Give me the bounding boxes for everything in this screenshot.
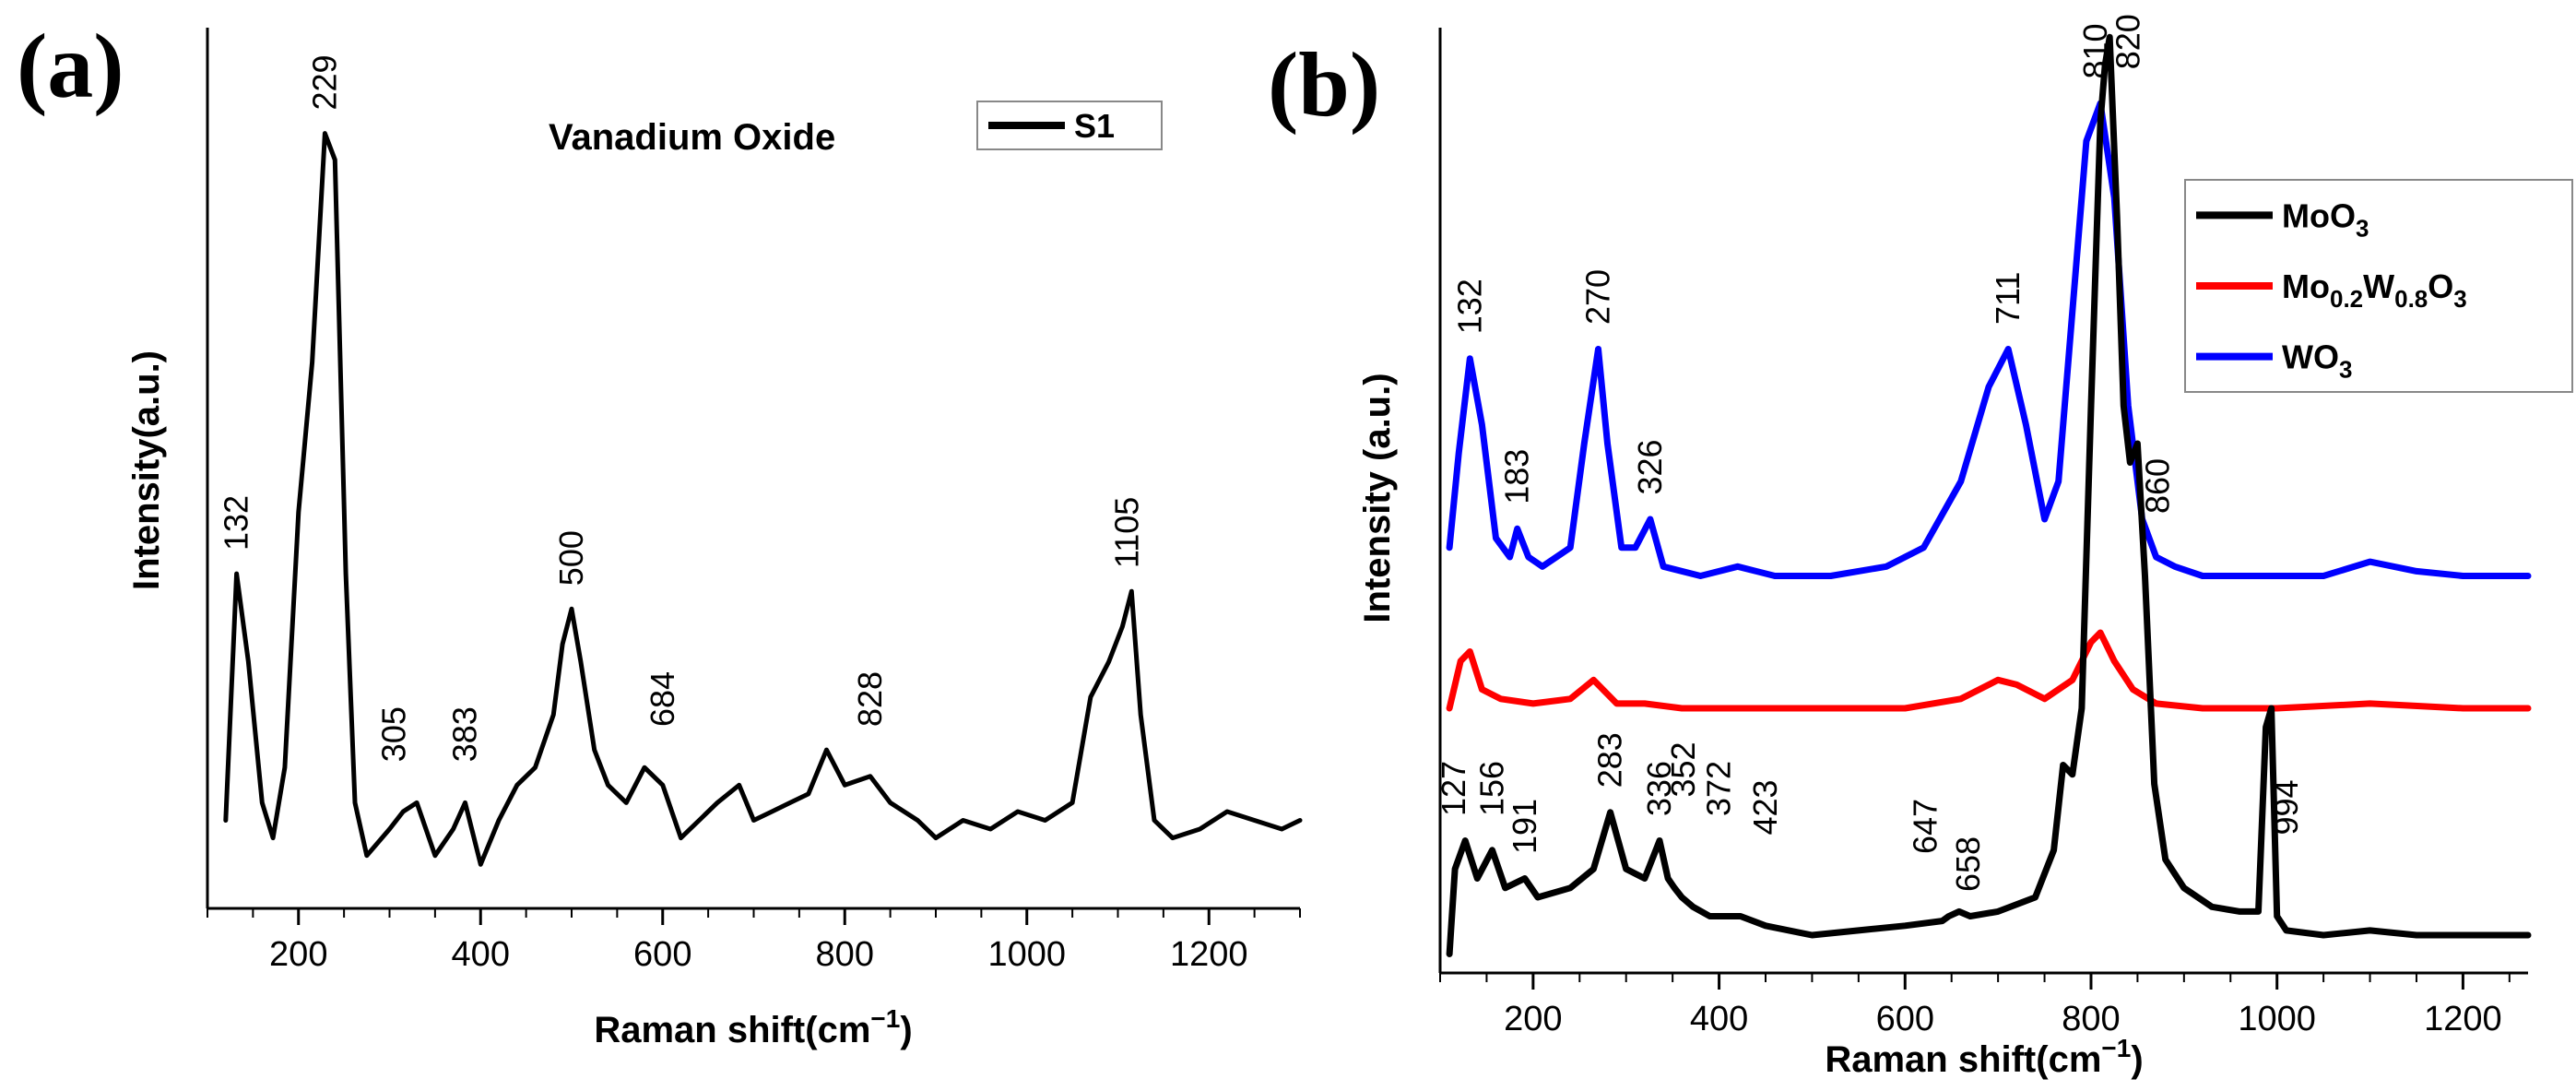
x-axis-label-main: Raman shift(cm xyxy=(1825,1039,2101,1080)
panel-a-letter: (a) xyxy=(17,15,124,117)
panel-a-peak-label: 383 xyxy=(445,706,483,762)
legend-label-subscript: 3 xyxy=(2356,214,2369,242)
panel-b-peak-label: 191 xyxy=(1506,799,1543,854)
x-axis-label-main: Raman shift(cm xyxy=(594,1010,870,1050)
panel-a-x-axis-label: Raman shift(cm−1) xyxy=(594,1004,912,1050)
panel-b-x-axis-label: Raman shift(cm−1) xyxy=(1825,1034,2143,1080)
panel-b-x-tick-label: 800 xyxy=(2062,1000,2120,1038)
panel-b-series-line-mo02w08o3 xyxy=(1446,629,2532,712)
x-axis-label-close: ) xyxy=(2131,1039,2143,1080)
x-axis-label-superscript: −1 xyxy=(2101,1034,2131,1062)
panel-b-peak-label: 372 xyxy=(1700,761,1738,816)
panel-b-peak-label: 336 xyxy=(1640,761,1678,816)
panel-b-peak-label: 156 xyxy=(1472,761,1510,816)
panel-a-legend: S1 xyxy=(976,101,1163,150)
panel-b-peak-label: 352 xyxy=(1664,741,1702,797)
panel-b-peak-label: 127 xyxy=(1435,761,1472,816)
panel-a-y-axis-label: Intensity(a.u.) xyxy=(126,350,167,590)
panel-a-x-tick-label: 1000 xyxy=(987,935,1066,974)
legend-label-subscript: 3 xyxy=(2339,356,2352,384)
panel-b-peak-label: 326 xyxy=(1631,439,1669,494)
panel-a-plot: 200 400 600 800 1000 1200 Raman shift(cm−1) Int… xyxy=(17,15,1303,1050)
legend-label-subscript: 0.8 xyxy=(2394,285,2428,313)
panel-b-x-tick-label: 600 xyxy=(1876,1000,1934,1038)
panel-b-peak-label: 283 xyxy=(1591,732,1629,788)
panel-b-peak-label: 423 xyxy=(1746,779,1784,835)
panel-a-legend-label: S1 xyxy=(1074,107,1115,145)
legend-label-part: Mo xyxy=(2282,267,2330,305)
panel-b-y-axis-label: Intensity (a.u.) xyxy=(1357,373,1398,623)
panel-a-peak-label: 132 xyxy=(218,495,255,551)
panel-a-x-tick-label: 600 xyxy=(633,935,691,974)
panel-b-x-tick-label: 200 xyxy=(1504,1000,1562,1038)
panel-b-legend-label: MoO3 xyxy=(2282,196,2369,242)
panel-b-peak-label: 270 xyxy=(1578,269,1616,325)
legend-label-subscript: 3 xyxy=(2453,285,2466,313)
panel-b-series-line-moo3 xyxy=(1446,33,2532,957)
panel-b-x-tick-label: 1200 xyxy=(2424,1000,2502,1038)
legend-label-part: W xyxy=(2363,267,2394,305)
legend-label-part: O xyxy=(2428,267,2453,305)
panel-a-peak-label: 684 xyxy=(644,671,681,727)
panel-b-peak-label: 820 xyxy=(2109,14,2146,69)
panel-b-peak-label: 994 xyxy=(2267,779,2305,835)
panel-a-x-tick-label: 800 xyxy=(816,935,874,974)
panel-b-peak-label: 658 xyxy=(1949,836,1987,892)
legend-label-part: WO xyxy=(2282,338,2339,376)
panel-b-legend-label: WO3 xyxy=(2282,338,2352,384)
panel-a-x-tick-label: 1200 xyxy=(1170,935,1248,974)
panel-b-x-tick-label: 400 xyxy=(1690,1000,1748,1038)
legend-label-subscript: 0.2 xyxy=(2330,285,2363,313)
panel-b-series-line-wo3 xyxy=(1446,100,2532,579)
legend-label-part: MoO xyxy=(2282,196,2356,234)
panel-a-title: Vanadium Oxide xyxy=(549,117,835,158)
panel-b-peak-label: 860 xyxy=(2139,458,2177,514)
panel-b-peak-label: 711 xyxy=(1989,272,2027,325)
panel-a-x-tick-label: 400 xyxy=(452,935,510,974)
panel-a-peak-label: 305 xyxy=(374,706,412,762)
panel-b-peak-label: 183 xyxy=(1498,449,1536,504)
legend-label-part: S1 xyxy=(1074,107,1115,145)
panel-a-x-tick-label: 200 xyxy=(269,935,327,974)
panel-b-legend-label: Mo0.2W0.8O3 xyxy=(2282,267,2467,313)
panel-b-peak-label: 132 xyxy=(1450,279,1488,334)
x-axis-label-close: ) xyxy=(900,1010,912,1050)
panel-a-peak-label: 229 xyxy=(305,54,343,110)
x-axis-label-superscript: −1 xyxy=(870,1004,900,1033)
panel-a-peak-label: 1105 xyxy=(1107,497,1145,568)
panel-a-peak-label: 828 xyxy=(851,671,889,727)
panel-b-x-tick-label: 1000 xyxy=(2238,1000,2316,1038)
panel-b-plot: 200 400 600 800 1000 1200 Raman shift(cm−1) Int… xyxy=(1268,14,2573,1080)
panel-a-series-line-s1 xyxy=(223,131,1303,867)
panel-b-peak-label: 647 xyxy=(1906,799,1944,854)
panel-b-letter: (b) xyxy=(1268,33,1380,136)
panel-a-peak-label: 500 xyxy=(552,530,590,586)
panel-b-peak-label: 810 xyxy=(2076,23,2114,78)
